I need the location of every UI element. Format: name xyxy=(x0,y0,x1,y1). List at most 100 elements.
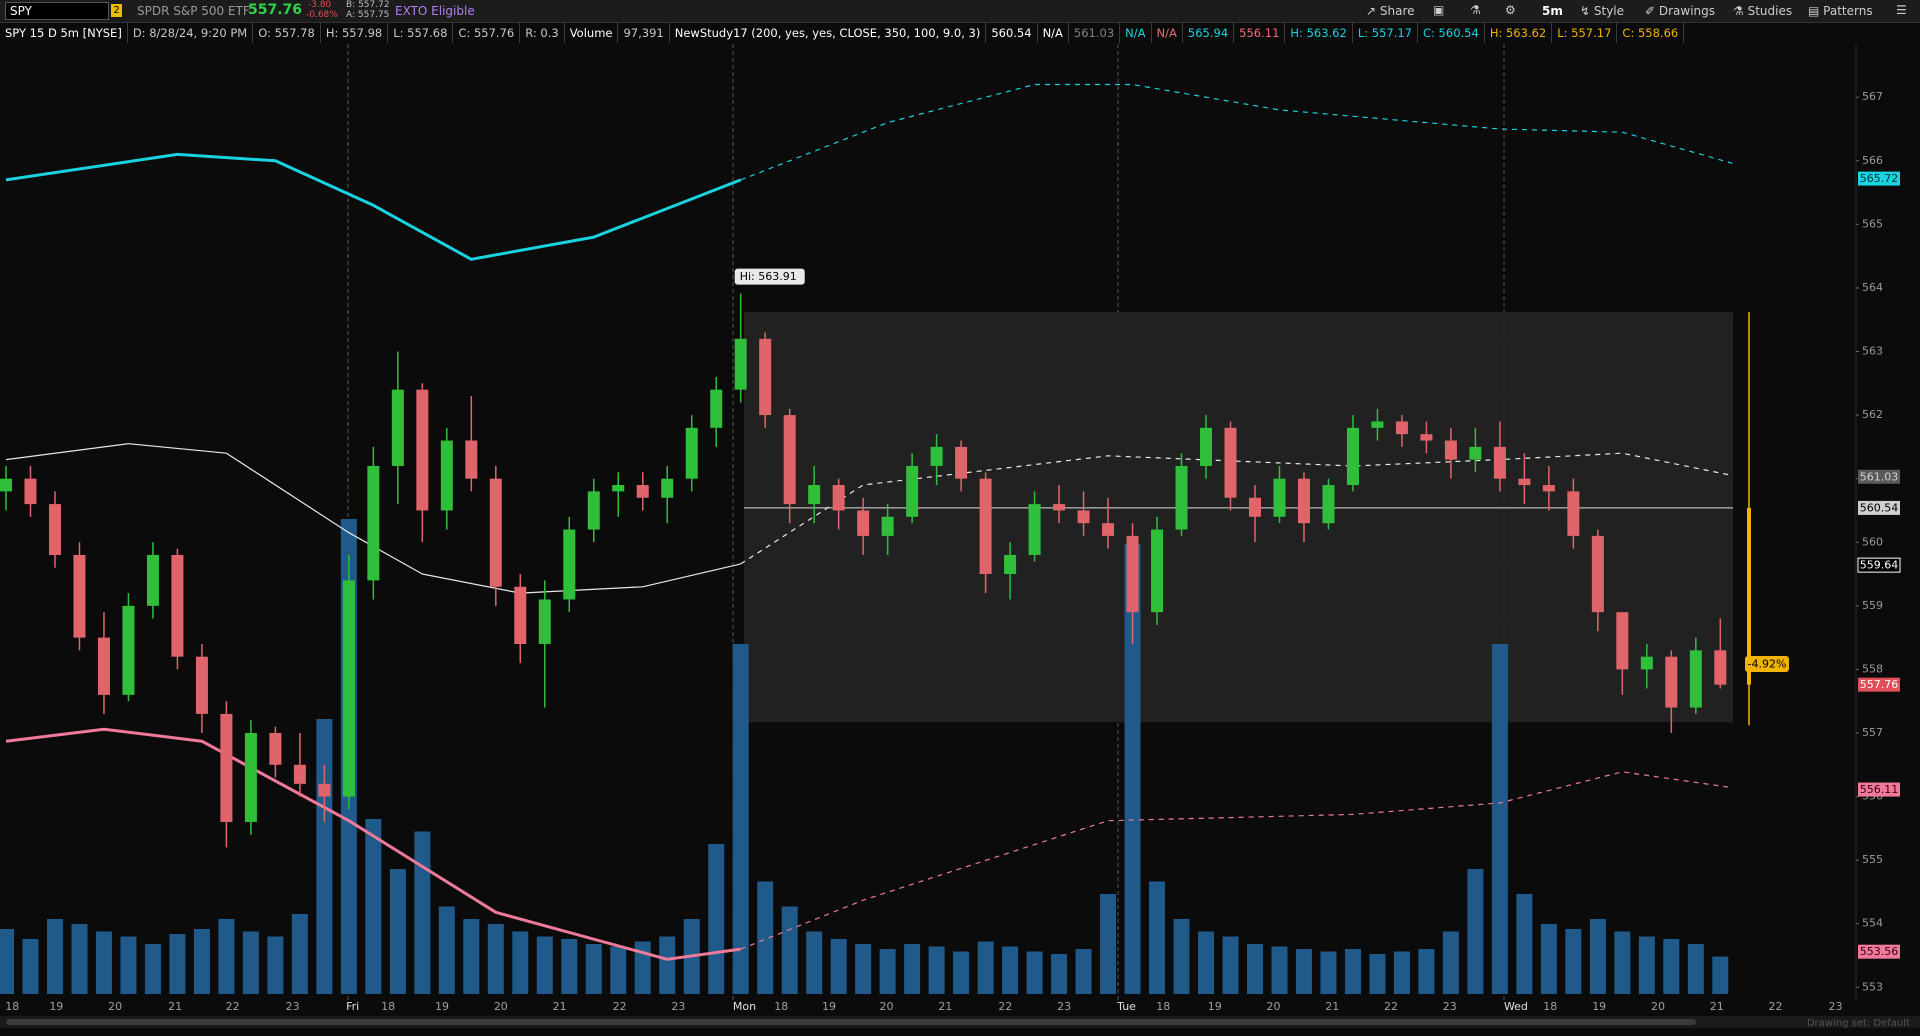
icon-button[interactable]: ⚗ xyxy=(1470,3,1481,17)
volume-bar xyxy=(683,919,700,994)
label: Style xyxy=(1593,4,1625,18)
time-label: 20 xyxy=(1266,1000,1280,1013)
study-value: L: 557.17 xyxy=(1353,23,1418,43)
volume-bar xyxy=(1589,919,1606,994)
time-label: 18 xyxy=(774,1000,788,1013)
candle-body xyxy=(1567,491,1580,536)
y-tick-label: 556 xyxy=(1862,790,1883,803)
volume-bar xyxy=(389,869,406,994)
volume-bar xyxy=(1467,869,1484,994)
volume-bar xyxy=(561,939,578,994)
hi-label-box xyxy=(734,268,805,285)
y-tick-label: 561 xyxy=(1862,472,1883,485)
study-value: R: 0.3 xyxy=(520,23,565,43)
study-curve xyxy=(5,727,741,961)
volume-bar xyxy=(781,906,798,994)
study-value: Volume xyxy=(565,23,619,43)
candle-body xyxy=(97,637,110,695)
candle-body xyxy=(342,580,355,797)
y-tick-label: 559 xyxy=(1862,599,1883,612)
candle-body xyxy=(73,554,86,638)
change: -3.80 xyxy=(308,0,332,10)
time-label: 18 xyxy=(1543,1000,1557,1013)
candle-body xyxy=(881,516,894,536)
volume-bar xyxy=(634,941,651,994)
time-label: 22 xyxy=(1384,1000,1398,1013)
candle-body xyxy=(1077,510,1090,524)
candle-body xyxy=(293,764,306,784)
volume-bar xyxy=(1124,544,1141,994)
candle-body xyxy=(808,485,821,505)
volume-bar xyxy=(365,819,382,994)
time-label: 21 xyxy=(168,1000,182,1013)
candle-body xyxy=(465,440,478,479)
candle-body xyxy=(244,732,257,822)
icon-button[interactable]: ▣ xyxy=(1433,3,1445,17)
price-marker-label: 559.64 xyxy=(1860,559,1899,572)
volume-bar xyxy=(1712,956,1729,994)
volume-bar xyxy=(1271,946,1288,994)
candle-body xyxy=(1053,504,1066,511)
patterns-button[interactable]: ▤ Patterns xyxy=(1808,4,1873,18)
candle-body xyxy=(122,605,135,695)
volume-bar xyxy=(267,936,284,994)
trend-bar xyxy=(1747,507,1751,685)
volume-bar xyxy=(1295,949,1312,994)
symbol-input[interactable]: SPY xyxy=(5,2,109,20)
candle-body xyxy=(1322,485,1335,524)
price-marker xyxy=(1858,469,1900,484)
time-label: 21 xyxy=(1325,1000,1339,1013)
study-row: SPY 15 D 5m [NYSE] D: 8/28/24, 9:20 PM O: … xyxy=(0,23,1860,43)
y-tick-label: 563 xyxy=(1862,345,1883,358)
drawings-button[interactable]: ✐ Drawings xyxy=(1645,4,1716,18)
volume-bar xyxy=(977,941,994,994)
volume-bar xyxy=(879,949,896,994)
time-label: 23 xyxy=(1057,1000,1071,1013)
time-label: 19 xyxy=(49,1000,63,1013)
link-badge[interactable]: 2 xyxy=(111,4,122,17)
study-label: MID Range($560.54) xyxy=(264,48,390,64)
time-label: Wed xyxy=(1504,1000,1528,1013)
menu-button[interactable]: ☰ xyxy=(1896,3,1907,17)
label: Drawings xyxy=(1658,4,1716,18)
candle-body xyxy=(0,478,12,492)
study-value: N/A xyxy=(1038,23,1069,43)
volume-bar xyxy=(536,936,553,994)
study-value: SPY 15 D 5m [NYSE] xyxy=(0,23,128,43)
volume-bar xyxy=(0,929,14,994)
candle-body xyxy=(1469,446,1482,460)
studies-button[interactable]: ⚗ Studies xyxy=(1733,4,1793,18)
watermark: SPDRs xyxy=(12,77,100,105)
study-value: H: 563.62 xyxy=(1485,23,1553,43)
trend-label: -4.92% xyxy=(1748,658,1787,671)
study-value: L: 557.68 xyxy=(388,23,454,43)
study-value: N/A xyxy=(1120,23,1152,43)
price-marker xyxy=(1858,782,1900,797)
candle-body xyxy=(1175,465,1188,530)
aggregation-button[interactable]: 5m xyxy=(1542,4,1563,18)
price-marker-label: 557.76 xyxy=(1860,678,1899,691)
bid: B: 557.72 xyxy=(346,0,390,10)
volume-bar xyxy=(1614,931,1631,994)
candle-body xyxy=(710,389,723,428)
study-label: High Range($563.62) xyxy=(132,48,262,64)
candle-body xyxy=(1591,535,1604,613)
style-button[interactable]: ↯ Style xyxy=(1580,4,1625,18)
share-button[interactable]: ↗ Share xyxy=(1366,4,1415,18)
ask: A: 557.75 xyxy=(346,10,390,20)
candle-body xyxy=(489,478,502,587)
icon-button[interactable]: ⚙ xyxy=(1505,3,1516,17)
candle-body xyxy=(1395,421,1408,435)
candle-body xyxy=(1273,478,1286,517)
time-label: 19 xyxy=(435,1000,449,1013)
price-marker xyxy=(1858,677,1900,692)
candle-body xyxy=(1126,535,1139,613)
volume-bar xyxy=(1320,951,1337,994)
candle-body xyxy=(1297,478,1310,524)
study-labels: Trend Down(-4.92%) High Range($563.62) MID… xyxy=(6,48,521,64)
volume-bar xyxy=(316,719,333,994)
candle-body xyxy=(857,510,870,536)
volume-bar xyxy=(1442,931,1459,994)
y-tick-label: 565 xyxy=(1862,217,1883,230)
time-label: 22 xyxy=(226,1000,240,1013)
